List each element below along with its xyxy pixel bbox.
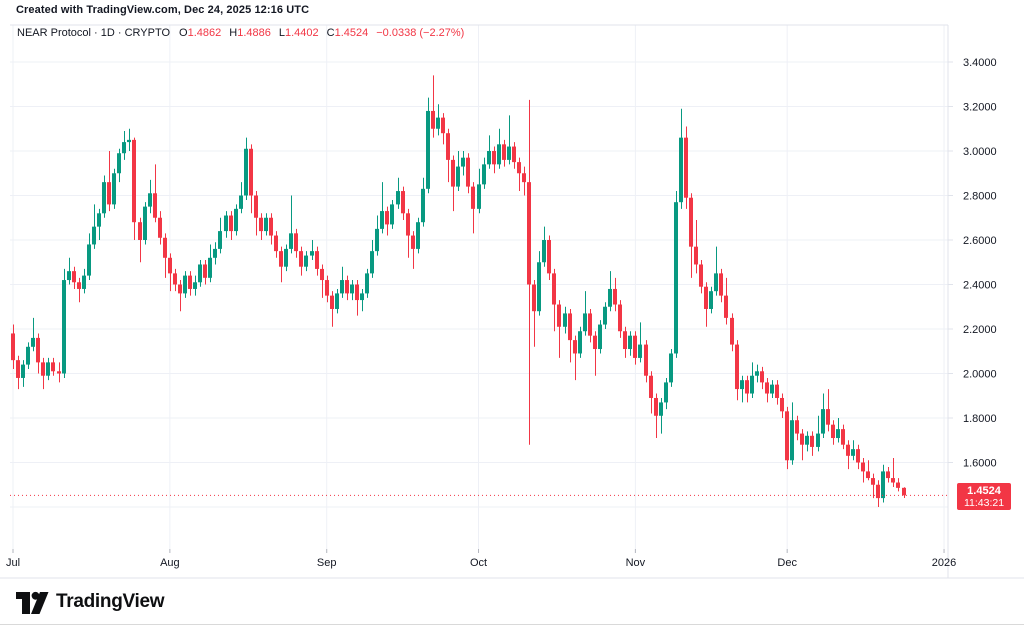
y-axis-label: 2.4000 [963, 280, 997, 292]
y-axis-label: 2.2000 [963, 324, 997, 336]
open-value: 1.4862 [187, 27, 222, 39]
low-value: 1.4402 [284, 27, 319, 39]
y-axis-label: 3.4000 [963, 57, 997, 69]
ohlc-open: O1.4862 [179, 27, 221, 39]
symbol-legend[interactable]: NEAR Protocol · 1D · CRYPTO O1.4862 H1.4… [17, 27, 464, 39]
chart-borders [0, 24, 1024, 579]
last-price-badge: 1.4524 11:43:21 [957, 483, 1011, 510]
y-axis-label: 2.8000 [963, 191, 997, 203]
close-label: C [326, 27, 335, 39]
open-label: O [179, 27, 188, 39]
ohlc-high: H1.4886 [229, 27, 271, 39]
ohlc-close: C1.4524 [327, 27, 369, 39]
price-scale[interactable]: 3.4000 3.2000 3.0000 2.8000 2.6000 2.4000 2.20… [948, 57, 997, 470]
tradingview-logo[interactable]: TradingView [15, 586, 165, 618]
attribution-text: Created with TradingView.com, Dec 24, 20… [16, 4, 310, 16]
y-axis-label: 2.0000 [963, 369, 997, 381]
high-label: H [229, 27, 238, 39]
last-price-value: 1.4524 [967, 484, 1001, 497]
candlesticks [11, 75, 906, 507]
x-axis-label: Nov [626, 557, 646, 569]
tradingview-wordmark: TradingView [56, 591, 165, 612]
x-axis-label: 2026 [932, 557, 956, 569]
x-axis-label: Aug [160, 557, 180, 569]
x-axis-label: Dec [777, 557, 797, 569]
y-axis-label: 2.6000 [963, 235, 997, 247]
y-axis-label: 1.6000 [963, 458, 997, 470]
price-change: −0.0338 (−2.27%) [376, 27, 465, 39]
y-axis-label: 3.2000 [963, 102, 997, 114]
low-label: L [278, 27, 285, 39]
y-axis-label: 3.0000 [963, 146, 997, 158]
symbol-title: NEAR Protocol · 1D · CRYPTO [17, 27, 171, 39]
x-axis-label: Sep [317, 557, 337, 569]
time-scale[interactable]: Jul Aug Sep Oct Nov Dec 2026 [6, 549, 956, 569]
x-axis-label: Oct [470, 557, 487, 569]
tradingview-logo-icon [16, 591, 49, 614]
x-axis-label: Jul [6, 557, 20, 569]
high-value: 1.4886 [237, 27, 271, 39]
countdown-timer: 11:43:21 [963, 496, 1005, 509]
close-value: 1.4524 [334, 27, 369, 39]
y-axis-label: 1.8000 [963, 413, 997, 425]
gridlines [10, 25, 948, 549]
ohlc-low: L1.4402 [279, 27, 319, 39]
